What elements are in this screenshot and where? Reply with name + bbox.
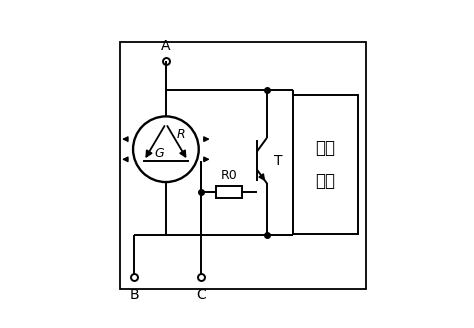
Text: R: R	[177, 128, 185, 141]
Text: R0: R0	[221, 169, 237, 182]
Text: A: A	[161, 39, 171, 53]
Text: C: C	[196, 288, 206, 302]
Text: B: B	[129, 288, 139, 302]
Bar	[217, 186, 242, 198]
Text: G: G	[155, 147, 164, 159]
Bar	[293, 95, 358, 234]
Text: T: T	[274, 154, 283, 168]
Text: 升压: 升压	[316, 139, 336, 157]
Text: 电路: 电路	[316, 172, 336, 190]
